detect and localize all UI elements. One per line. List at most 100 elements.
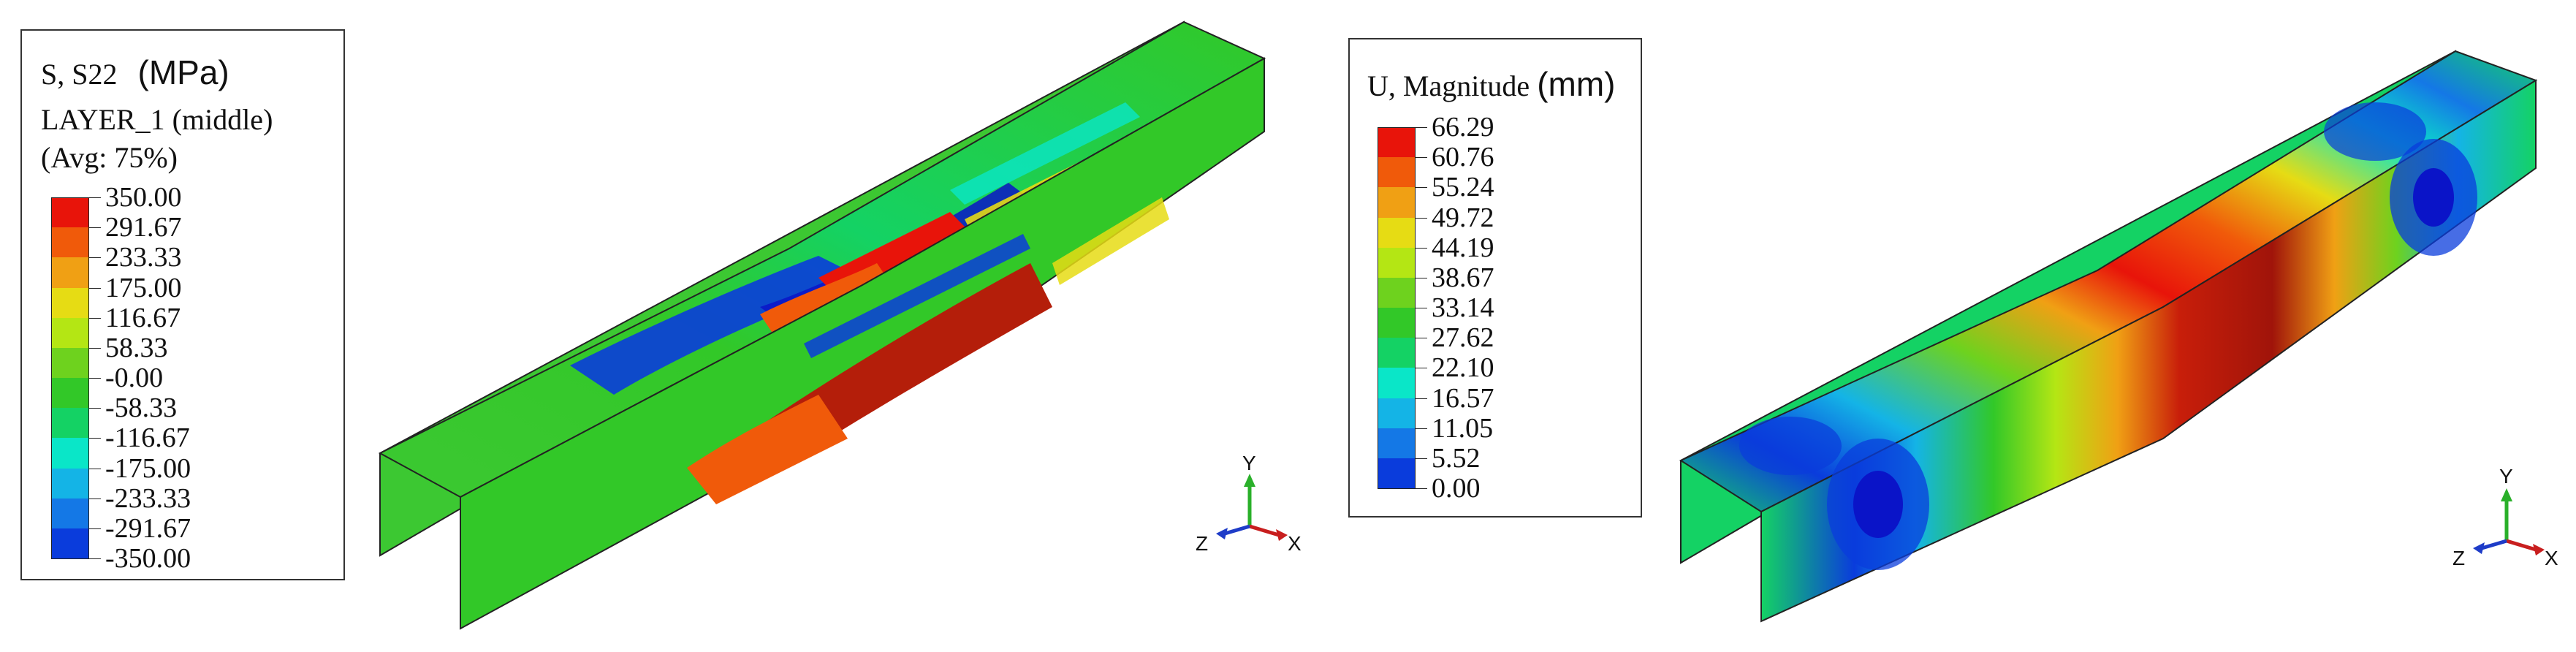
displacement-legend-variable: U, Magnitude xyxy=(1367,69,1530,102)
stress-legend-color-swatch xyxy=(51,257,89,289)
left-triad-z: Z xyxy=(1196,532,1209,555)
displacement-legend-tick-label: 66.29 xyxy=(1432,112,1494,143)
displacement-legend-color-swatch xyxy=(1378,277,1416,308)
web-orange-zone xyxy=(687,395,848,504)
stress-legend-tick-label: -175.00 xyxy=(105,452,191,484)
stress-legend-tick-label: 291.67 xyxy=(105,212,182,243)
displacement-legend-title: U, Magnitude (mm) xyxy=(1367,64,1615,104)
displacement-legend-color-swatch xyxy=(1378,217,1416,249)
stress-legend-color-swatch xyxy=(51,468,89,499)
stress-legend-color-swatch xyxy=(51,528,89,559)
stress-legend-tick-label: -291.67 xyxy=(105,512,191,544)
stress-legend-tick xyxy=(89,317,101,319)
compression-band-1 xyxy=(570,256,862,395)
disp-support-zone-left-core xyxy=(1853,471,1903,538)
stress-legend-avg: (Avg: 75%) xyxy=(41,141,178,174)
stress-beam-contour xyxy=(378,20,1266,630)
stress-legend: S, S22 (MPa) LAYER_1 (middle) (Avg: 75%)… xyxy=(20,29,345,580)
stress-legend-tick-label: 58.33 xyxy=(105,332,168,363)
displacement-legend-tick xyxy=(1416,247,1427,249)
stress-legend-tick xyxy=(89,378,101,379)
right-axis-triad xyxy=(2473,488,2545,556)
displacement-legend-color-swatch xyxy=(1378,368,1416,399)
stress-legend-tick xyxy=(89,438,101,439)
stress-legend-color-swatch xyxy=(51,227,89,259)
displacement-legend-tick xyxy=(1416,157,1427,159)
stress-legend-tick-label: -233.33 xyxy=(105,482,191,514)
displacement-legend-color-swatch xyxy=(1378,338,1416,369)
displacement-beam-contour xyxy=(1679,50,2538,623)
stress-legend-tick-label: 233.33 xyxy=(105,242,182,273)
stress-legend-tick-label: 116.67 xyxy=(105,302,181,333)
stress-legend-tick-label: -116.67 xyxy=(105,422,190,454)
displacement-legend-tick xyxy=(1416,488,1427,489)
stress-legend-color-swatch xyxy=(51,317,89,349)
right-triad-x: X xyxy=(2545,547,2558,569)
disp-flange-blue-right xyxy=(2324,102,2426,161)
beam-front-web xyxy=(460,57,1265,630)
stress-legend-color-swatch xyxy=(51,498,89,529)
displacement-legend-tick-label: 33.14 xyxy=(1432,292,1494,323)
left-triad-y: Y xyxy=(1242,452,1256,474)
web-yellow-zone xyxy=(1052,197,1169,285)
displacement-legend-color-swatch xyxy=(1378,458,1416,489)
displacement-legend-color-swatch xyxy=(1378,428,1416,459)
stress-legend-tick xyxy=(89,197,101,198)
displacement-legend-tick-label: 55.24 xyxy=(1432,172,1494,203)
stress-legend-color-swatch xyxy=(51,287,89,319)
stress-legend-color-swatch xyxy=(51,197,89,229)
stress-legend-color-swatch xyxy=(51,438,89,469)
stress-legend-layer: LAYER_1 (middle) xyxy=(41,103,273,136)
stress-legend-tick xyxy=(89,287,101,289)
stress-legend-variable: S, S22 xyxy=(41,58,118,91)
stress-legend-tick xyxy=(89,227,101,229)
displacement-legend-unit: (mm) xyxy=(1537,65,1616,103)
displacement-legend-color-swatch xyxy=(1378,187,1416,219)
displacement-legend-tick-label: 5.52 xyxy=(1432,442,1481,474)
right-triad-z: Z xyxy=(2452,547,2466,569)
displacement-legend-color-swatch xyxy=(1378,308,1416,339)
displacement-legend-tick xyxy=(1416,458,1427,459)
displacement-color-bar: 66.29 60.76 55.24 49.72 44.19 38.67 33.14 27.62… xyxy=(1378,113,1494,502)
disp-flange-blue-left xyxy=(1739,417,1842,475)
right-triad-y: Y xyxy=(2499,465,2513,488)
stress-legend-tick-label: -58.33 xyxy=(105,393,178,424)
displacement-legend-tick xyxy=(1416,428,1427,429)
stress-legend-tick-label: 350.00 xyxy=(105,182,182,213)
left-triad-x: X xyxy=(1288,532,1302,555)
flange-orange-zone xyxy=(760,263,892,336)
displacement-legend-tick-label: 22.10 xyxy=(1432,352,1494,384)
displacement-legend-tick-label: 49.72 xyxy=(1432,202,1494,233)
displacement-legend-tick-label: 38.67 xyxy=(1432,262,1494,293)
displacement-legend-tick-label: 11.05 xyxy=(1432,412,1494,444)
stress-legend-tick xyxy=(89,528,101,529)
stress-legend-color-swatch xyxy=(51,378,89,409)
displacement-legend-color-swatch xyxy=(1378,157,1416,189)
left-axis-triad xyxy=(1216,474,1288,541)
displacement-legend-tick-label: 60.76 xyxy=(1432,142,1494,173)
displacement-legend-tick-label: 44.19 xyxy=(1432,232,1494,263)
stress-legend-tick-label: -0.00 xyxy=(105,363,164,393)
displacement-legend-color-swatch xyxy=(1378,127,1416,159)
displacement-legend-tick xyxy=(1416,187,1427,189)
displacement-legend-color-swatch xyxy=(1378,247,1416,278)
displacement-legend-tick-label: 16.57 xyxy=(1432,382,1494,414)
displacement-legend-tick-label: 27.62 xyxy=(1432,322,1494,354)
displacement-legend-tick-label: 0.00 xyxy=(1432,473,1481,504)
displacement-legend-tick xyxy=(1416,217,1427,219)
stress-legend-tick-label: 175.00 xyxy=(105,272,182,303)
stress-legend-tick xyxy=(89,558,101,559)
stress-legend-unit: (MPa) xyxy=(137,53,229,91)
stress-legend-title: S, S22 (MPa) xyxy=(41,53,229,92)
displacement-legend: U, Magnitude (mm) 66.29 60.76 55.24 49.72 44… xyxy=(1348,38,1642,518)
stress-legend-tick xyxy=(89,257,101,259)
displacement-legend-tick xyxy=(1416,127,1427,128)
displacement-legend-tick xyxy=(1416,398,1427,399)
stress-legend-tick-label: -350.00 xyxy=(105,543,191,574)
web-blue-strip xyxy=(804,234,1030,358)
stress-color-bar: 350.00 291.67 233.33 175.00 116.67 58.33 -0.00… xyxy=(51,183,191,572)
disp-support-zone-right-core xyxy=(2413,168,2454,227)
displacement-legend-color-swatch xyxy=(1378,398,1416,429)
stress-legend-color-swatch xyxy=(51,408,89,439)
stress-legend-tick xyxy=(89,408,101,409)
